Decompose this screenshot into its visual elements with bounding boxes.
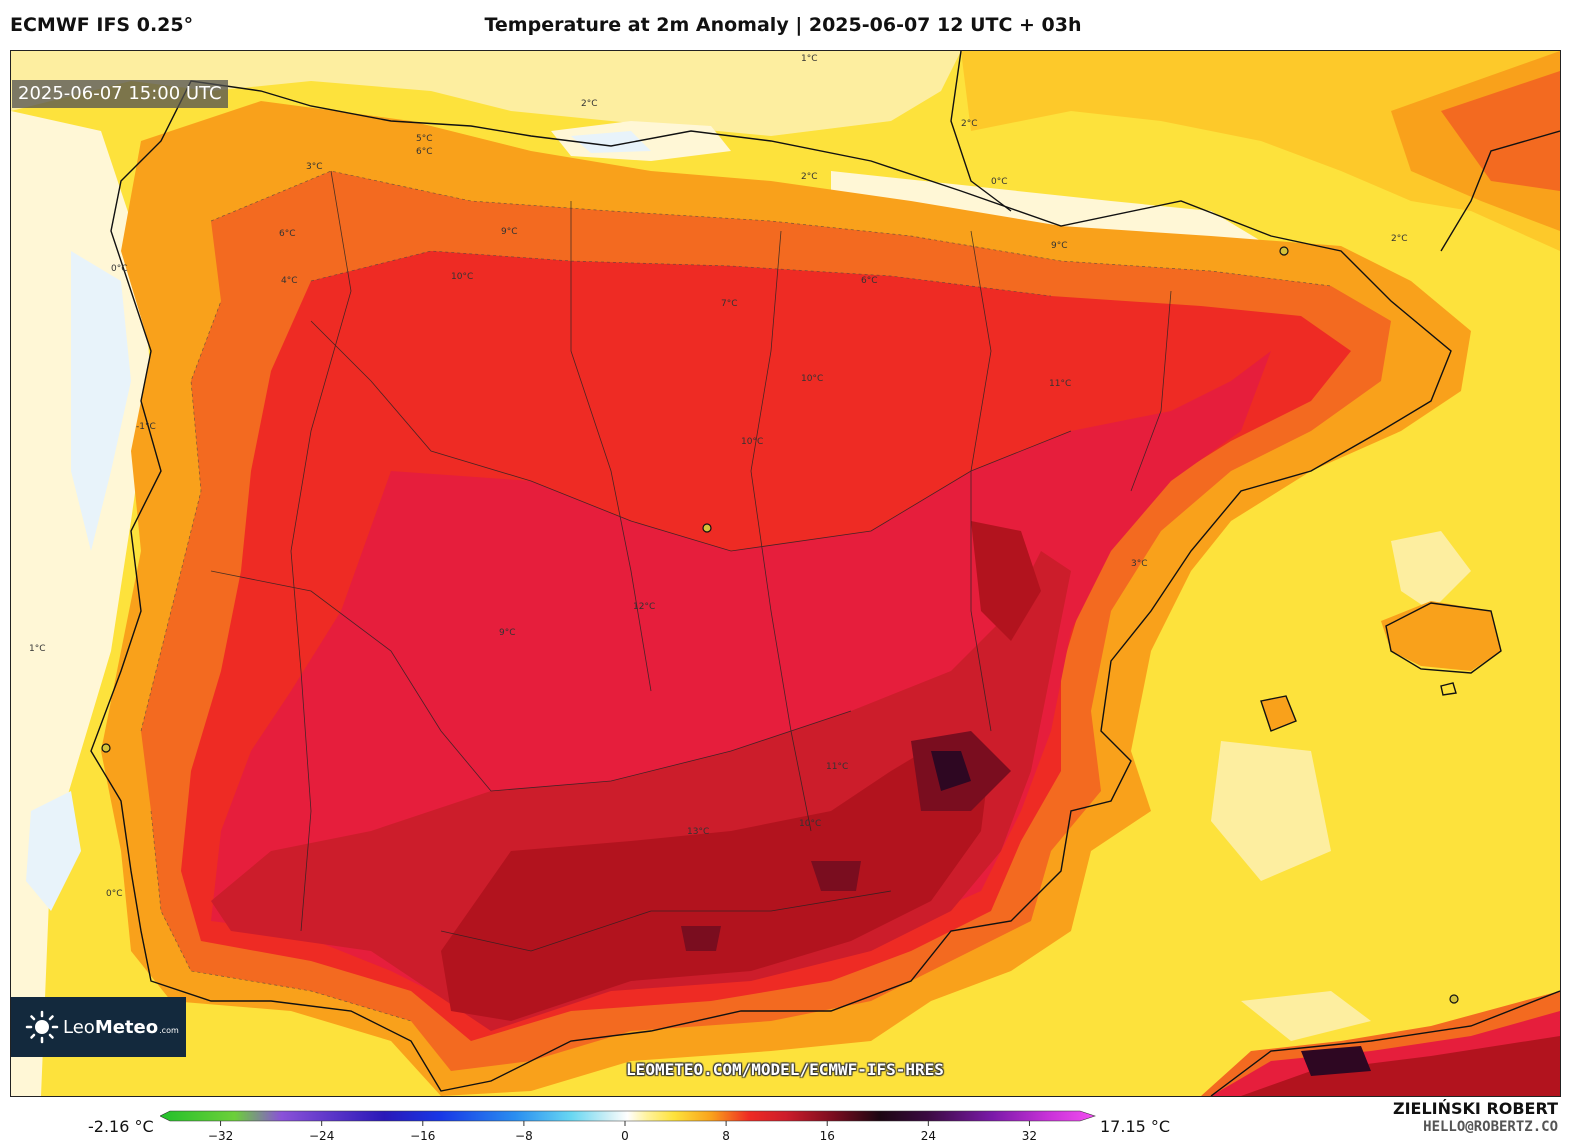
- contour-label: 7°C: [721, 299, 738, 309]
- contour-label: 9°C: [1051, 241, 1068, 251]
- madrid-marker: [702, 523, 712, 533]
- colorbar-legend: −32 −24 −16 −8 0 8 16 24 32: [160, 1110, 1096, 1143]
- contour-label: 2°C: [581, 99, 598, 109]
- leometeo-logo[interactable]: LeoMeteo .com: [11, 997, 186, 1057]
- contour-label: 5°C: [416, 134, 433, 144]
- contour-label: 3°C: [1131, 559, 1148, 569]
- colorbar-tick-label: 16: [820, 1129, 835, 1143]
- colorbar-tick-label: −16: [410, 1129, 435, 1143]
- colorbar-tick-label: −32: [208, 1129, 233, 1143]
- contour-label: 10°C: [801, 374, 823, 384]
- algiers-marker: [1449, 994, 1459, 1004]
- contour-label: 9°C: [499, 628, 516, 638]
- colorbar-tick-label: −8: [515, 1129, 533, 1143]
- source-url-watermark: LEOMETEO.COM/MODEL/ECMWF-IFS-HRES: [626, 1060, 944, 1079]
- contour-label: 9°C: [501, 227, 518, 237]
- contour-label: -1°C: [136, 422, 156, 432]
- contour-label: 2°C: [801, 172, 818, 182]
- sun-icon: [25, 1010, 59, 1044]
- contour-label: 1°C: [801, 54, 818, 64]
- contour-label: 0°C: [111, 264, 128, 274]
- contour-label: 2°C: [961, 119, 978, 129]
- anomaly-map[interactable]: 1°C 2°C 2°C 2°C 5°C 6°C 3°C 6°C 4°C 0°C …: [10, 50, 1561, 1097]
- lisbon-marker: [101, 743, 111, 753]
- legend-max-value: 17.15 °C: [1100, 1117, 1171, 1136]
- author-credit: ZIELIŃSKI ROBERT: [1392, 1099, 1558, 1118]
- contour-label: 10°C: [451, 272, 473, 282]
- barcelona-marker: [1279, 246, 1289, 256]
- contour-label: 11°C: [1049, 379, 1071, 389]
- contour-label: 10°C: [799, 819, 821, 829]
- model-name: ECMWF IFS 0.25°: [10, 14, 194, 36]
- colorbar-tick-label: 32: [1022, 1129, 1037, 1143]
- contour-label: 0°C: [991, 177, 1008, 187]
- valid-time-badge: 2025-06-07 15:00 UTC: [12, 80, 228, 108]
- contour-label: 12°C: [633, 602, 655, 612]
- contour-label: 1°C: [29, 644, 46, 654]
- colorbar-tick-label: 8: [722, 1129, 730, 1143]
- contour-label: 13°C: [687, 827, 709, 837]
- contour-label: 2°C: [1391, 234, 1408, 244]
- contour-label: 6°C: [279, 229, 296, 239]
- map-title: Temperature at 2m Anomaly | 2025-06-07 1…: [484, 14, 1082, 36]
- colorbar-tick-label: 0: [621, 1129, 629, 1143]
- colorbar-gradient: [160, 1110, 1096, 1122]
- contour-label: 10°C: [741, 437, 763, 447]
- contour-label: 0°C: [106, 889, 123, 899]
- contour-label: 11°C: [826, 762, 848, 772]
- legend-min-value: -2.16 °C: [88, 1117, 154, 1136]
- author-email[interactable]: HELLO@ROBERTZ.CO: [1423, 1119, 1558, 1135]
- colorbar-tick-label: 24: [921, 1129, 936, 1143]
- colorbar-tick-label: −24: [309, 1129, 334, 1143]
- contour-label: 4°C: [281, 276, 298, 286]
- logo-brand: LeoMeteo: [63, 1016, 159, 1038]
- map-canvas: 1°C 2°C 2°C 2°C 5°C 6°C 3°C 6°C 4°C 0°C …: [11, 51, 1560, 1096]
- contour-label: 6°C: [861, 276, 878, 286]
- contour-label: 3°C: [306, 162, 323, 172]
- contour-label: 6°C: [416, 147, 433, 157]
- logo-domain: .com: [159, 1025, 179, 1035]
